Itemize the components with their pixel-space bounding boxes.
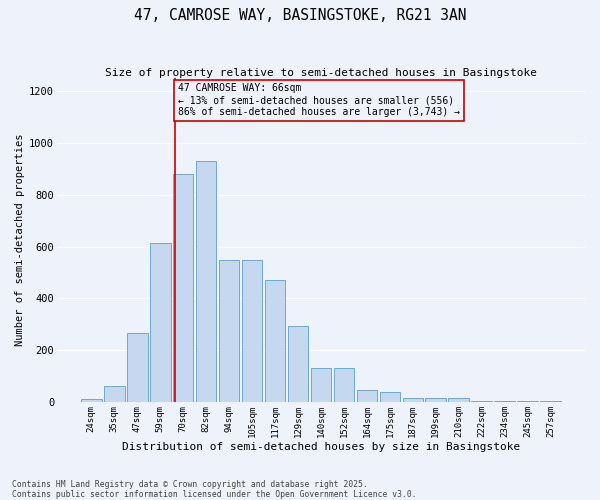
Bar [104, 386, 125, 402]
Bar [81, 400, 101, 402]
Bar [334, 368, 354, 402]
Bar [541, 401, 561, 402]
Bar [425, 398, 446, 402]
Bar [517, 401, 538, 402]
Bar [472, 401, 492, 402]
Bar [403, 398, 423, 402]
X-axis label: Distribution of semi-detached houses by size in Basingstoke: Distribution of semi-detached houses by … [122, 442, 520, 452]
Bar [219, 260, 239, 402]
Bar [494, 401, 515, 402]
Title: Size of property relative to semi-detached houses in Basingstoke: Size of property relative to semi-detach… [105, 68, 537, 78]
Bar [356, 390, 377, 402]
Text: 47, CAMROSE WAY, BASINGSTOKE, RG21 3AN: 47, CAMROSE WAY, BASINGSTOKE, RG21 3AN [134, 8, 466, 22]
Bar [380, 392, 400, 402]
Text: Contains HM Land Registry data © Crown copyright and database right 2025.
Contai: Contains HM Land Registry data © Crown c… [12, 480, 416, 499]
Text: 47 CAMROSE WAY: 66sqm
← 13% of semi-detached houses are smaller (556)
86% of sem: 47 CAMROSE WAY: 66sqm ← 13% of semi-deta… [178, 84, 460, 116]
Y-axis label: Number of semi-detached properties: Number of semi-detached properties [15, 134, 25, 346]
Bar [242, 260, 262, 402]
Bar [287, 326, 308, 402]
Bar [196, 161, 217, 402]
Bar [311, 368, 331, 402]
Bar [150, 242, 170, 402]
Bar [173, 174, 193, 402]
Bar [127, 334, 148, 402]
Bar [448, 398, 469, 402]
Bar [265, 280, 286, 402]
